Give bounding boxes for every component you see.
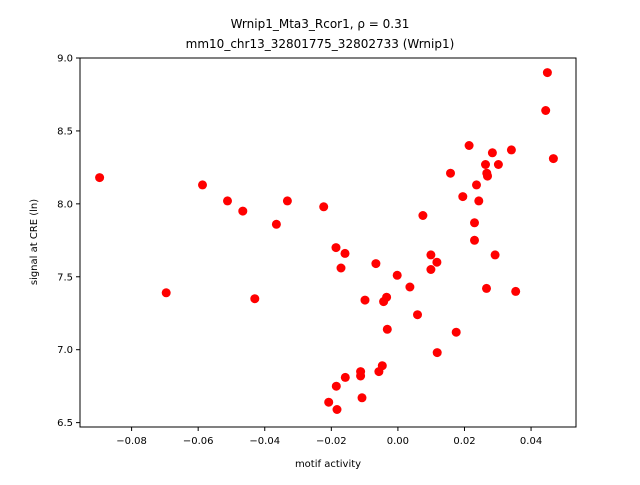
data-point-32 [432,257,442,267]
data-point-33 [432,348,442,358]
data-point-15 [340,372,350,382]
y-tick-label-5: 9.0 [57,54,73,65]
data-point-0 [95,173,105,183]
y-axis-label: signal at CRE (ln) [29,199,40,285]
data-point-20 [371,259,381,269]
chart-title-line-1: Wrnip1_Mta3_Rcor1, ρ = 0.31 [231,17,410,31]
data-point-10 [331,381,341,391]
data-point-39 [470,235,479,245]
data-point-26 [392,270,402,280]
data-point-14 [340,248,350,258]
data-point-4 [238,206,248,216]
x-axis-ticks: −0.08 −0.06 −0.04 −0.02 0.00 0.02 0.04 [116,427,542,447]
y-tick-label-0: 6.5 [57,418,73,429]
data-point-46 [487,148,497,158]
x-tick-label-3: −0.02 [316,436,347,447]
data-point-52 [542,68,552,78]
x-tick-label-0: −0.08 [116,436,147,447]
data-point-47 [490,250,500,260]
data-point-3 [223,196,232,206]
data-point-31 [426,265,436,274]
data-point-25 [382,324,392,334]
data-point-42 [481,160,490,169]
x-tick-label-2: −0.04 [249,436,280,447]
x-tick-label-5: 0.02 [453,436,475,447]
data-point-30 [426,250,436,260]
data-point-18 [357,393,367,403]
data-point-9 [324,397,334,407]
data-point-17 [356,371,366,381]
data-point-50 [511,286,521,296]
data-point-48 [493,160,503,169]
data-point-34 [446,168,455,178]
data-point-38 [470,218,479,228]
data-points [95,68,558,414]
data-point-51 [541,106,551,115]
x-tick-label-6: 0.04 [520,436,542,447]
y-tick-label-2: 7.5 [57,272,73,283]
data-point-13 [336,263,346,273]
data-point-19 [360,295,370,305]
y-tick-label-1: 7.0 [57,345,73,356]
data-point-40 [472,180,481,190]
data-point-12 [332,405,342,414]
data-point-36 [458,192,468,202]
data-point-1 [161,288,171,298]
data-point-29 [418,211,428,220]
chart-title-line-2: mm10_chr13_32801775_32802733 (Wrnip1) [186,37,455,51]
y-tick-label-3: 8.0 [57,199,73,210]
data-point-2 [198,180,207,190]
data-point-37 [464,141,474,150]
data-point-49 [506,145,516,155]
data-point-45 [483,171,492,181]
x-axis-label: motif activity [295,459,361,470]
data-point-7 [282,196,292,206]
data-point-35 [451,327,461,337]
data-point-11 [331,243,341,253]
data-point-43 [482,283,491,293]
data-point-24 [382,292,392,302]
y-tick-label-4: 8.5 [57,126,73,137]
y-axis-ticks: 6.5 7.0 7.5 8.0 8.5 9.0 [57,54,80,429]
data-point-8 [319,202,329,212]
data-point-41 [474,196,484,206]
x-tick-label-1: −0.06 [183,436,214,447]
data-point-6 [271,219,281,229]
plot-frame [79,57,577,428]
data-point-28 [413,310,422,320]
data-point-22 [377,361,387,371]
data-point-53 [548,154,558,164]
data-point-5 [250,294,260,304]
x-tick-label-4: 0.00 [387,436,409,447]
data-point-27 [405,282,415,292]
